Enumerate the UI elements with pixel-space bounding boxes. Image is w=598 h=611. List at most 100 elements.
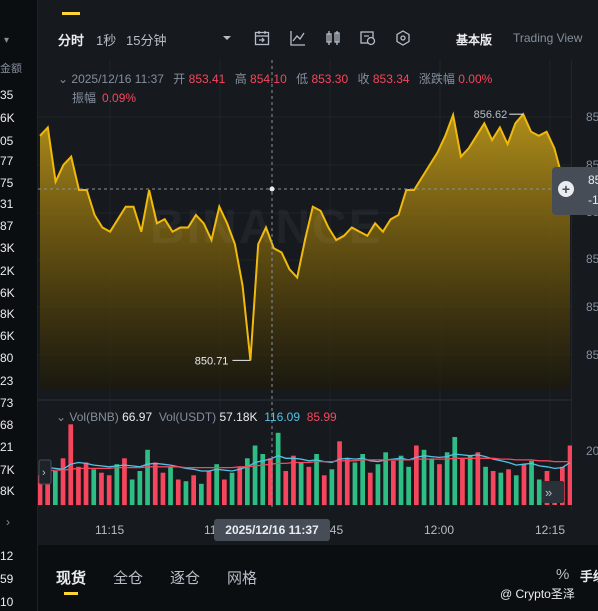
- order-book-value: 21: [0, 440, 14, 454]
- order-book-value: 23: [0, 374, 14, 388]
- change-label: 涨跌幅: [418, 72, 455, 86]
- volume-bar: [421, 449, 427, 506]
- volume-bar: [206, 471, 212, 505]
- volume-bar: [191, 475, 196, 506]
- high-value: 854.10: [250, 72, 287, 86]
- chevron-down-icon[interactable]: ⌄: [58, 72, 69, 86]
- hexagon-settings-icon[interactable]: [394, 29, 412, 47]
- tab-15m[interactable]: 15分钟: [126, 33, 167, 48]
- crosshair-dot: [269, 186, 275, 192]
- active-tab-indicator: [64, 592, 78, 595]
- close-value: 853.34: [372, 72, 410, 86]
- fee-percent-icon[interactable]: %: [556, 566, 570, 583]
- volume-bar: [429, 458, 435, 506]
- order-book-value: 75: [0, 176, 14, 190]
- volume-bar: [283, 471, 289, 505]
- trading-view-button[interactable]: Trading View: [513, 31, 583, 45]
- min-price-label: 850.71: [195, 355, 229, 367]
- volume-bar: [360, 454, 365, 505]
- volume-bar: [406, 466, 411, 506]
- volume-bar: [437, 464, 442, 505]
- tab-grid[interactable]: 网格: [227, 570, 258, 587]
- tab-cross[interactable]: 全仓: [113, 570, 144, 587]
- indicator-icon[interactable]: [359, 29, 377, 47]
- plus-icon: +: [558, 181, 574, 197]
- volume-bar: [298, 462, 304, 505]
- tab-isolated[interactable]: 逐仓: [170, 570, 201, 587]
- add-price-alert-button[interactable]: + 85 -1: [552, 167, 598, 215]
- x-tick: 12:15: [535, 523, 566, 537]
- ohlc-datetime: 2025/12/16 11:37: [71, 72, 164, 86]
- volume-bar: [252, 445, 258, 505]
- price-chart[interactable]: 850.71 856.62 › »: [38, 60, 572, 510]
- volume-bars: [38, 424, 572, 506]
- tab-timeline[interactable]: 分时: [58, 33, 85, 48]
- volume-bar: [76, 466, 81, 506]
- order-book-value: 59: [0, 572, 14, 586]
- vol-quote-label: Vol(USDT): [158, 410, 217, 424]
- volume-bar: [321, 475, 327, 506]
- vol-ma1-value: 116.09: [264, 410, 301, 424]
- volume-bar: [391, 460, 396, 505]
- fee-label[interactable]: 手续: [580, 569, 598, 584]
- line-draw-icon[interactable]: [289, 29, 307, 47]
- volume-bar: [314, 454, 319, 505]
- tab-spot[interactable]: 现货: [56, 570, 87, 587]
- low-label: 低: [296, 72, 309, 86]
- volume-bar: [383, 452, 388, 505]
- right-axis-label: 85: [586, 110, 598, 124]
- calendar-icon[interactable]: [253, 29, 271, 47]
- dropdown-caret-icon[interactable]: [218, 29, 236, 47]
- order-book-value: 3K: [0, 241, 15, 255]
- order-book-value: 8K: [0, 484, 15, 498]
- basic-version-button[interactable]: 基本版: [456, 33, 493, 47]
- volume-bar: [137, 471, 143, 505]
- volume-bar: [199, 483, 204, 506]
- volume-bar: [106, 475, 112, 506]
- low-value: 853.30: [311, 72, 349, 86]
- volume-bar: [91, 469, 97, 505]
- volume-bar: [483, 466, 488, 506]
- volume-bar: [99, 472, 104, 505]
- volume-bar: [337, 441, 342, 506]
- volume-bar: [222, 479, 227, 505]
- volume-bar: [168, 466, 173, 506]
- volume-bar: [306, 466, 312, 506]
- candlestick-icon[interactable]: [324, 29, 342, 47]
- volume-bar: [352, 462, 358, 505]
- amplitude-legend: 振幅 0.09%: [72, 89, 136, 106]
- order-book-value: 35: [0, 88, 14, 102]
- volume-bar: [53, 471, 58, 505]
- price-area: [40, 114, 570, 390]
- right-axis-label: 85: [586, 252, 598, 266]
- volume-bar: [329, 469, 335, 505]
- volume-bar: [129, 479, 135, 505]
- chevron-down-icon[interactable]: ▾: [4, 35, 10, 46]
- volume-bar: [452, 437, 458, 505]
- chevron-down-icon[interactable]: ⌄: [56, 410, 67, 424]
- order-book-value: 87: [0, 219, 14, 233]
- volume-bar: [375, 464, 381, 505]
- max-price-label: 856.62: [474, 109, 508, 121]
- right-axis-label: 85: [586, 300, 598, 314]
- volume-bar: [291, 455, 296, 505]
- scroll-left-button: ›: [38, 459, 52, 485]
- volume-bar: [506, 469, 511, 505]
- volume-bar: [498, 472, 504, 505]
- volume-bar: [268, 458, 273, 506]
- right-axis-label: 85: [586, 348, 598, 362]
- scroll-right-button: »: [542, 481, 564, 503]
- order-book-value: 8K: [0, 307, 15, 321]
- order-book-value: 6K: [0, 329, 15, 343]
- order-book-header: 金额: [0, 63, 22, 75]
- order-book-value: 10: [0, 595, 14, 609]
- volume-bar: [367, 472, 373, 505]
- volume-bar: [175, 479, 181, 505]
- tab-1s[interactable]: 1秒: [96, 33, 117, 48]
- amp-label: 振幅: [72, 91, 97, 105]
- chevron-right-icon[interactable]: ›: [6, 515, 10, 529]
- x-tick: 11:15: [95, 523, 125, 537]
- current-price-label: 85: [588, 173, 598, 187]
- open-label: 开: [173, 72, 186, 86]
- order-book-value: 05: [0, 134, 14, 148]
